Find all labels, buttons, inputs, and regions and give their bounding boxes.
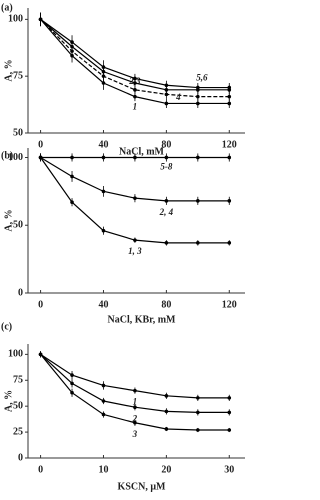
- marker: [227, 241, 232, 245]
- marker: [38, 352, 43, 357]
- x-tick-label: 0: [38, 299, 43, 310]
- marker: [227, 396, 232, 400]
- x-tick-label: 40: [98, 139, 108, 150]
- panel-label: (c): [1, 321, 12, 332]
- y-tick-label: 100: [8, 349, 23, 360]
- x-tick-label: 30: [224, 464, 234, 475]
- marker: [164, 101, 169, 106]
- x-tick-label: 80: [161, 299, 171, 310]
- marker: [70, 381, 74, 386]
- marker: [164, 83, 169, 88]
- x-axis-label: KSCN, μM: [118, 481, 166, 492]
- curve-label: 3: [132, 429, 138, 439]
- marker: [70, 390, 74, 395]
- marker: [133, 420, 137, 425]
- marker: [227, 85, 232, 90]
- marker: [70, 155, 74, 160]
- marker: [70, 373, 74, 377]
- y-tick-label: 0: [18, 452, 23, 463]
- panel-label: (b): [1, 150, 13, 161]
- marker: [227, 428, 232, 432]
- marker: [196, 410, 200, 415]
- marker: [164, 199, 169, 203]
- x-tick-label: 80: [161, 139, 171, 150]
- marker: [227, 155, 232, 160]
- marker: [227, 199, 232, 203]
- x-tick-label: 40: [98, 299, 108, 310]
- marker: [133, 405, 137, 410]
- marker: [164, 409, 169, 414]
- marker: [101, 189, 106, 194]
- marker: [196, 155, 200, 160]
- marker: [133, 94, 137, 99]
- curve-label: 1: [133, 397, 138, 407]
- x-axis-label: NaCl, mM: [119, 146, 165, 157]
- marker: [70, 40, 74, 44]
- marker: [196, 428, 200, 432]
- marker: [70, 174, 74, 179]
- marker: [133, 196, 137, 200]
- panel-label: (a): [1, 2, 13, 13]
- marker: [101, 155, 106, 160]
- x-tick-label: 20: [161, 464, 171, 475]
- marker: [133, 155, 137, 160]
- marker: [133, 88, 137, 92]
- marker: [101, 65, 106, 69]
- curve-label: 5-8: [160, 162, 172, 172]
- x-tick-label: 0: [38, 139, 43, 150]
- curve-label: 2, 4: [159, 207, 174, 217]
- marker: [133, 238, 137, 242]
- x-tick-label: 120: [222, 299, 237, 310]
- x-tick-label: 0: [38, 464, 43, 475]
- y-tick-label: 25: [13, 426, 23, 437]
- x-tick-label: 10: [98, 464, 108, 475]
- curve-label: 2: [132, 413, 138, 423]
- y-tick-label: 75: [13, 375, 23, 386]
- marker: [70, 200, 74, 205]
- marker: [133, 76, 137, 81]
- marker: [164, 155, 169, 160]
- marker: [196, 241, 200, 245]
- marker: [196, 85, 200, 90]
- y-tick-label: 100: [8, 152, 23, 163]
- marker: [196, 94, 200, 99]
- curve-label: 1: [133, 102, 138, 112]
- marker: [227, 94, 232, 99]
- y-axis-label: A, %: [3, 59, 14, 81]
- marker: [38, 155, 43, 160]
- marker: [101, 412, 106, 417]
- marker: [164, 394, 169, 398]
- y-axis-label: A, %: [3, 390, 14, 412]
- curve-label: 5,6: [196, 73, 208, 83]
- marker: [101, 399, 106, 403]
- x-axis-label: NaCl, KBr, mM: [108, 314, 177, 325]
- marker: [164, 427, 169, 431]
- y-tick-label: 50: [13, 400, 23, 411]
- y-tick-label: 100: [8, 14, 23, 25]
- marker: [227, 410, 232, 415]
- x-tick-label: 120: [222, 139, 237, 150]
- y-tick-label: 0: [18, 287, 23, 298]
- marker: [38, 17, 43, 22]
- marker: [101, 383, 106, 388]
- marker: [227, 101, 232, 106]
- y-tick-label: 75: [13, 70, 23, 81]
- y-axis-label: A, %: [3, 209, 14, 231]
- marker: [196, 101, 200, 106]
- marker: [196, 199, 200, 203]
- curve-label: 1, 3: [128, 246, 142, 256]
- marker: [196, 396, 200, 400]
- marker: [101, 228, 106, 233]
- y-tick-label: 50: [13, 220, 23, 231]
- marker: [133, 388, 137, 393]
- y-tick-label: 50: [13, 127, 23, 138]
- curve-label: 4: [175, 92, 181, 102]
- marker: [164, 241, 169, 245]
